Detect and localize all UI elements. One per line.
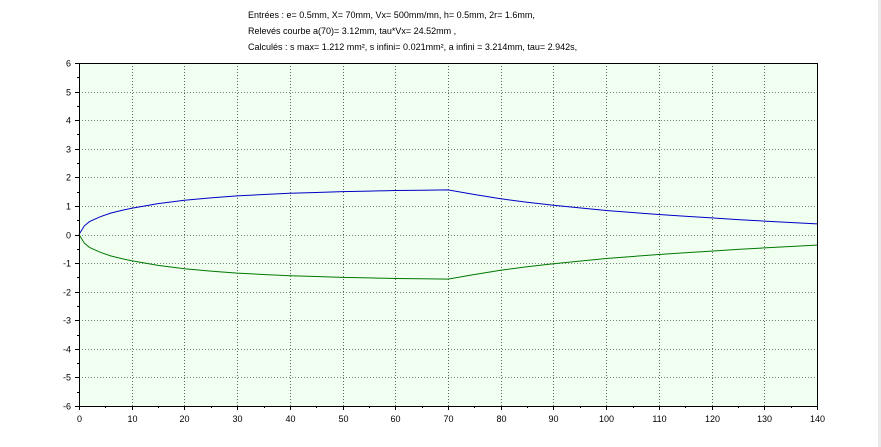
window-border	[878, 0, 881, 447]
x-tick-label: 90	[548, 414, 558, 424]
y-tick-label: 6	[66, 59, 71, 69]
x-tick-label: 0	[77, 414, 82, 424]
x-tick-label: 10	[127, 414, 137, 424]
x-tick-label: 40	[285, 414, 295, 424]
x-tick-label: 100	[599, 414, 614, 424]
series-line-upper	[78, 189, 818, 235]
axis-ticks: 0 10 20 30 40 50 60 70 80 90 100 110 120 130 140-6-5-4…	[63, 59, 825, 425]
y-tick-label: -5	[63, 373, 71, 383]
x-tick-label: 60	[390, 414, 400, 424]
series-layer	[78, 189, 818, 280]
chart-title-block: Entrées : e= 0.5mm, X= 70mm, Vx= 500mm/m…	[248, 10, 577, 52]
x-tick-label: 120	[705, 414, 720, 424]
x-tick-label: 110	[652, 414, 666, 424]
x-tick-label: 80	[496, 414, 506, 424]
y-tick-label: -6	[63, 402, 71, 412]
title-line-entrees: Entrées : e= 0.5mm, X= 70mm, Vx= 500mm/m…	[248, 10, 535, 20]
title-line-releves: Relevés courbe a(70)= 3.12mm, tau*Vx= 24…	[248, 26, 456, 36]
x-tick-label: 130	[757, 414, 772, 424]
x-tick-label: 70	[443, 414, 453, 424]
y-tick-label: 3	[66, 145, 71, 155]
y-tick-label: 2	[66, 173, 71, 183]
plot-area	[79, 63, 817, 406]
x-tick-label: 30	[232, 414, 242, 424]
title-line-calcules: Calculés : s max= 1.212 mm², s infini= 0…	[248, 42, 577, 52]
y-tick-label: -3	[63, 316, 71, 326]
grid-lines	[79, 63, 817, 406]
y-tick-label: -4	[63, 345, 71, 355]
y-tick-label: 1	[66, 202, 71, 212]
x-tick-label: 140	[810, 414, 825, 424]
x-tick-label: 50	[338, 414, 348, 424]
y-tick-label: 5	[66, 88, 71, 98]
y-tick-label: 4	[66, 116, 71, 126]
x-tick-label: 20	[179, 414, 189, 424]
y-tick-label: -1	[63, 259, 71, 269]
y-tick-label: -2	[63, 288, 71, 298]
series-line-lower	[78, 234, 818, 280]
y-tick-label: 0	[66, 231, 71, 241]
